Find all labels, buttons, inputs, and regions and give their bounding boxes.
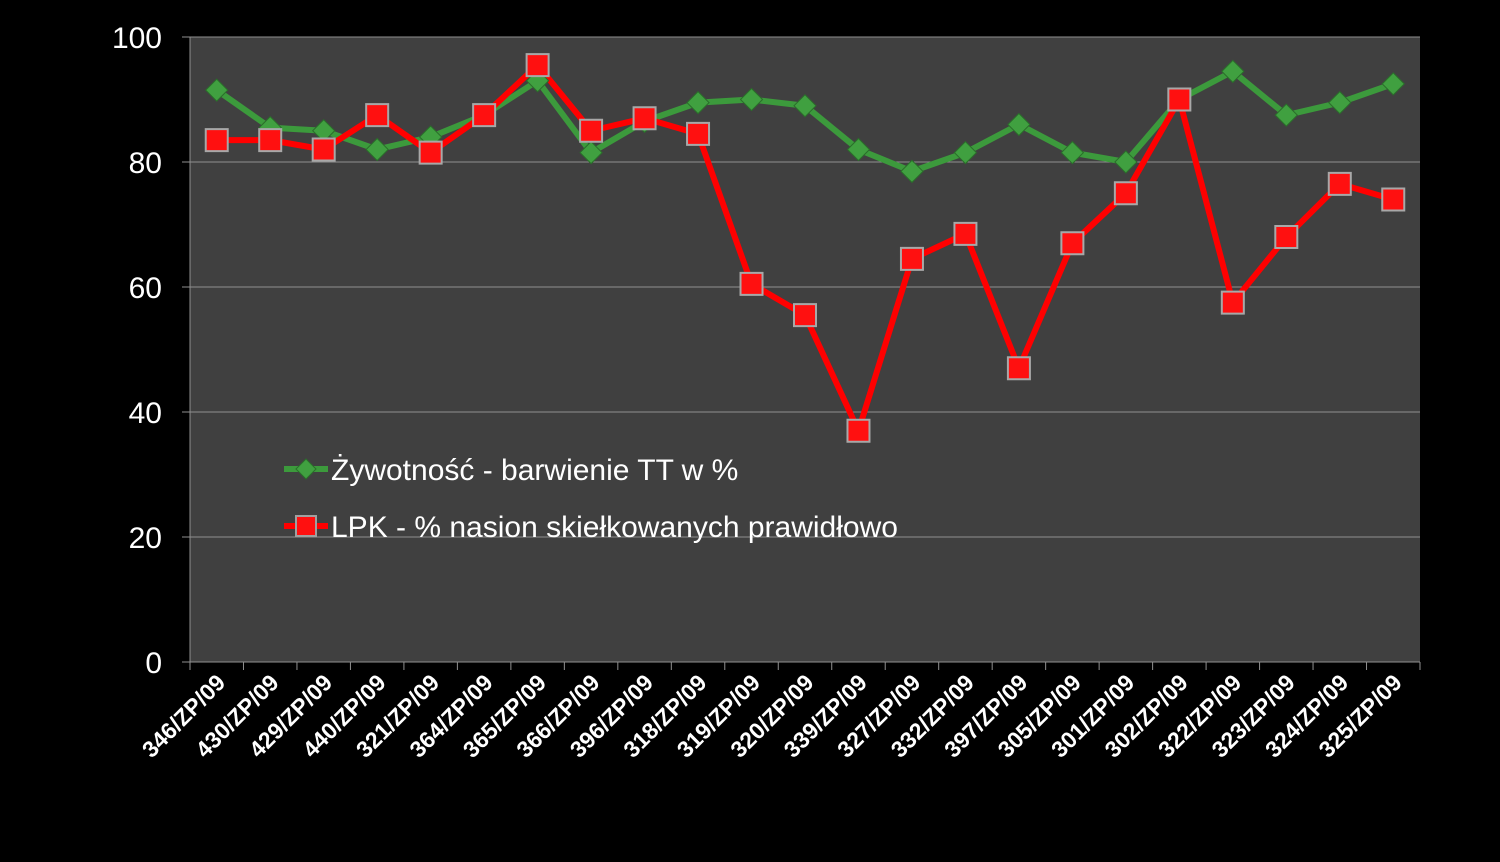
point-lpk [1327, 171, 1352, 196]
y-tick-label: 60 [129, 272, 162, 305]
point-lpk [1381, 187, 1406, 212]
y-tick-label: 80 [129, 147, 162, 180]
point-lpk [1113, 181, 1138, 206]
point-zywotnosc [846, 137, 871, 162]
grid-lines [190, 36, 1420, 538]
point-lpk [579, 118, 604, 143]
x-axis-ticks: 346/ZP/09430/ZP/09429/ZP/09440/ZP/09321/… [137, 669, 1407, 762]
y-axis-ticks: 0 20 40 60 80 100 [112, 22, 162, 680]
point-lpk [1006, 356, 1031, 381]
point-lpk [418, 140, 443, 165]
point-zywotnosc [205, 78, 229, 102]
point-lpk [204, 128, 229, 153]
point-zywotnosc [1060, 140, 1085, 165]
point-lpk [1220, 290, 1245, 315]
point-lpk [739, 271, 764, 296]
plot-area [190, 37, 1420, 662]
axes [182, 36, 1421, 670]
point-lpk [686, 121, 711, 146]
y-tick-label: 40 [129, 397, 162, 430]
point-lpk [1167, 87, 1192, 112]
legend-item-zywotnosc: Żywotność - barwienie TT w % [284, 454, 738, 487]
y-tick-label: 100 [112, 22, 162, 55]
point-zywotnosc [953, 140, 978, 165]
legend-marker-lpk [295, 515, 317, 537]
point-lpk [472, 103, 497, 128]
point-lpk [1060, 231, 1085, 256]
point-zywotnosc [739, 87, 764, 112]
point-lpk [1274, 225, 1299, 249]
point-zywotnosc [793, 94, 817, 118]
legend: Żywotność - barwienie TT w % LPK - % nas… [284, 454, 898, 544]
point-lpk [365, 103, 390, 128]
point-zywotnosc [1381, 72, 1405, 96]
point-lpk [793, 303, 817, 328]
point-zywotnosc [1328, 90, 1352, 115]
point-lpk [953, 221, 978, 246]
point-lpk [525, 53, 550, 78]
point-lpk [311, 137, 336, 162]
point-zywotnosc [686, 90, 710, 115]
y-tick-label: 20 [129, 522, 162, 555]
point-zywotnosc [579, 140, 603, 165]
point-lpk [899, 246, 924, 271]
legend-label-zywotnosc: Żywotność - barwienie TT w % [331, 454, 738, 487]
y-tick-label: 0 [145, 647, 162, 680]
point-zywotnosc [1274, 103, 1299, 127]
point-zywotnosc [1007, 112, 1031, 137]
point-lpk [258, 128, 283, 153]
point-lpk [846, 418, 871, 443]
point-zywotnosc [365, 137, 389, 162]
series-group [204, 53, 1406, 443]
legend-label-lpk: LPK - % nasion skiełkowanych prawidłowo [331, 511, 898, 544]
point-zywotnosc [1221, 59, 1245, 84]
legend-item-lpk: LPK - % nasion skiełkowanych prawidłowo [284, 511, 898, 544]
point-zywotnosc [1114, 150, 1138, 174]
point-zywotnosc [900, 159, 924, 184]
legend-marker-zywotnosc [295, 458, 317, 480]
point-lpk [632, 106, 657, 131]
